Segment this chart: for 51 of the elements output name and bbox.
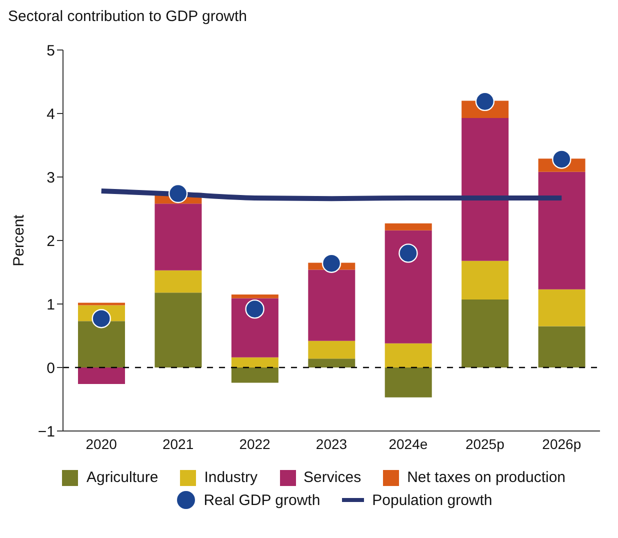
bar bbox=[308, 340, 356, 359]
bar bbox=[462, 300, 509, 368]
y-tick-label: 2 bbox=[46, 232, 55, 250]
y-tick-label: 4 bbox=[46, 106, 55, 123]
bar bbox=[231, 368, 278, 383]
point bbox=[168, 184, 188, 204]
bar bbox=[78, 368, 125, 384]
x-tick-label: 2025p bbox=[465, 436, 505, 452]
x-tick-label: 2026p bbox=[542, 436, 582, 452]
point bbox=[552, 150, 572, 169]
bar bbox=[154, 292, 202, 368]
point bbox=[245, 299, 264, 319]
y-axis-title: Percent bbox=[10, 214, 28, 266]
point bbox=[322, 254, 342, 273]
y-tick-label: 0 bbox=[46, 360, 55, 377]
y-tick-label: −1 bbox=[38, 423, 55, 440]
bar bbox=[154, 270, 202, 293]
bar bbox=[384, 343, 432, 368]
bar bbox=[384, 368, 432, 398]
x-tick-label: 2024e bbox=[388, 436, 428, 452]
y-tick-label: 1 bbox=[46, 296, 55, 314]
bar bbox=[308, 358, 356, 368]
point bbox=[398, 244, 418, 263]
bar bbox=[462, 118, 509, 261]
legend-label: Agriculture bbox=[86, 469, 158, 486]
legend-label: Real GDP growth bbox=[204, 492, 320, 508]
x-tick-label: 2021 bbox=[162, 436, 194, 452]
bar bbox=[231, 357, 278, 368]
legend-label: Population growth bbox=[372, 492, 492, 508]
bar bbox=[308, 270, 356, 341]
x-tick-label: 2020 bbox=[86, 436, 118, 452]
bar bbox=[538, 326, 586, 368]
point bbox=[475, 92, 495, 112]
bar bbox=[154, 204, 202, 270]
bar bbox=[384, 230, 432, 344]
x-tick-label: 2022 bbox=[239, 436, 271, 452]
bar bbox=[384, 223, 432, 230]
legend-label: Net taxes on production bbox=[407, 469, 566, 486]
legend-label: Services bbox=[304, 469, 362, 486]
bar bbox=[231, 294, 278, 298]
legend-label: Industry bbox=[204, 469, 258, 486]
bar bbox=[462, 260, 509, 300]
chart-title: Sectoral contribution to GDP growth bbox=[8, 8, 248, 27]
x-tick-label: 2023 bbox=[316, 436, 348, 452]
bar bbox=[538, 289, 586, 326]
point bbox=[92, 309, 111, 328]
y-tick-label: 5 bbox=[46, 42, 55, 60]
bar bbox=[538, 172, 586, 290]
bar bbox=[78, 321, 125, 368]
bar bbox=[78, 302, 125, 306]
y-tick-label: 3 bbox=[46, 169, 55, 186]
